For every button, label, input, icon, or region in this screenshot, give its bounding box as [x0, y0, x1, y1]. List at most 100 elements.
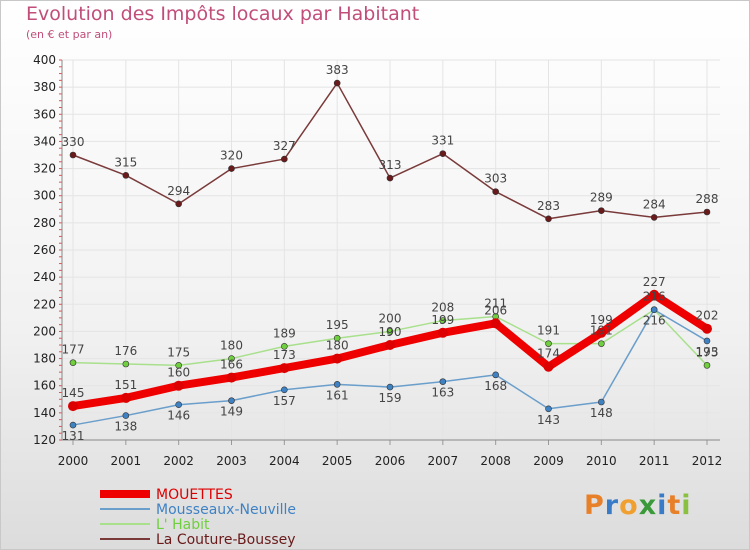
data-point: [120, 392, 131, 403]
data-label: 131: [62, 429, 85, 443]
data-point: [69, 421, 77, 429]
data-label: 157: [273, 394, 296, 408]
data-label: 206: [484, 303, 507, 317]
x-tick-label: 2011: [639, 454, 670, 468]
logo-letter: t: [667, 490, 682, 521]
data-label: 327: [273, 139, 296, 153]
legend-label: L' Habit: [156, 517, 210, 533]
data-label: 195: [326, 318, 349, 332]
data-label: 145: [62, 386, 85, 400]
data-label: 175: [167, 345, 190, 359]
data-label: 174: [537, 347, 560, 361]
data-label: 180: [326, 339, 349, 353]
data-point: [702, 323, 712, 334]
data-label: 288: [696, 192, 719, 206]
logo-letter: r: [604, 490, 620, 521]
data-label: 146: [167, 409, 190, 423]
data-label: 216: [643, 290, 666, 304]
legend-label: MOUETTES: [156, 487, 233, 503]
legend-label: Mousseaux-Neuville: [156, 502, 296, 518]
data-label: 330: [62, 135, 85, 149]
data-label: 191: [537, 324, 560, 338]
data-point: [543, 361, 554, 372]
data-point: [386, 328, 394, 335]
y-tick-label: 180: [33, 352, 56, 366]
data-label: 191: [590, 324, 613, 338]
data-point: [439, 317, 447, 324]
x-tick-label: 2007: [428, 454, 459, 468]
data-point: [492, 371, 499, 379]
x-tick-label: 2001: [111, 454, 142, 468]
data-label: 202: [696, 309, 719, 323]
data-point: [175, 401, 182, 409]
x-tick-label: 2005: [322, 454, 353, 468]
x-tick-label: 2012: [692, 454, 723, 468]
logo-letter: i: [681, 490, 692, 521]
data-point: [281, 155, 288, 163]
y-tick-label: 300: [33, 189, 56, 203]
data-label: 138: [114, 420, 137, 434]
data-label: 163: [431, 386, 454, 400]
chart-title: Evolution des Impôts locaux par Habitant: [26, 3, 420, 25]
y-tick-label: 360: [33, 107, 56, 121]
x-tick-label: 2010: [586, 454, 617, 468]
data-label: 161: [326, 388, 349, 402]
y-tick-label: 240: [33, 270, 56, 284]
data-point: [598, 398, 605, 406]
chart-subtitle: (en € et par an): [26, 28, 113, 41]
data-label: 180: [220, 339, 243, 353]
data-label: 284: [643, 197, 666, 211]
y-tick-label: 140: [33, 406, 56, 420]
data-label: 176: [114, 344, 137, 358]
data-point: [68, 401, 78, 412]
data-point: [228, 355, 235, 362]
x-tick-label: 2003: [216, 454, 247, 468]
data-label: 160: [167, 366, 190, 380]
data-point: [69, 151, 77, 159]
data-label: 189: [273, 326, 296, 340]
x-tick-label: 2008: [480, 454, 511, 468]
data-label: 289: [590, 191, 613, 205]
data-label: 216: [643, 314, 666, 328]
data-point: [437, 327, 448, 338]
logo-letter: P: [584, 490, 605, 521]
data-label: 294: [167, 184, 190, 198]
data-point: [598, 207, 605, 214]
data-point: [703, 337, 711, 345]
y-tick-label: 160: [33, 379, 56, 393]
data-label: 168: [484, 379, 507, 393]
y-tick-label: 380: [33, 80, 56, 94]
data-point: [175, 200, 182, 208]
data-point: [332, 353, 343, 364]
data-label: 177: [62, 343, 85, 357]
data-label: 190: [379, 325, 402, 339]
logo-letter: i: [657, 490, 668, 521]
data-label: 175: [696, 345, 719, 359]
data-point: [386, 383, 394, 391]
logo-letter: o: [619, 490, 639, 521]
data-label: 148: [590, 406, 613, 420]
data-labels: 145 151 160 166 173 180 190 199 206 174 199 227 202 1…: [62, 63, 719, 443]
data-point: [333, 334, 341, 342]
x-tick-label: 2002: [163, 454, 194, 468]
data-point: [545, 340, 552, 347]
data-label: 320: [220, 149, 243, 163]
y-tick-label: 280: [33, 216, 56, 230]
x-tick-label: 2004: [269, 454, 300, 468]
data-label: 227: [643, 275, 666, 289]
data-point: [281, 343, 288, 350]
logo-letter: x: [638, 490, 658, 521]
data-label: 303: [484, 172, 507, 186]
data-point: [650, 306, 658, 314]
data-point: [122, 172, 130, 179]
data-label: 143: [537, 413, 560, 427]
data-point: [545, 405, 552, 413]
data-point: [175, 362, 182, 369]
data-point: [385, 340, 395, 350]
data-point: [122, 360, 130, 368]
y-tick-label: 120: [33, 433, 56, 447]
data-point: [703, 362, 711, 369]
data-point: [122, 412, 130, 419]
